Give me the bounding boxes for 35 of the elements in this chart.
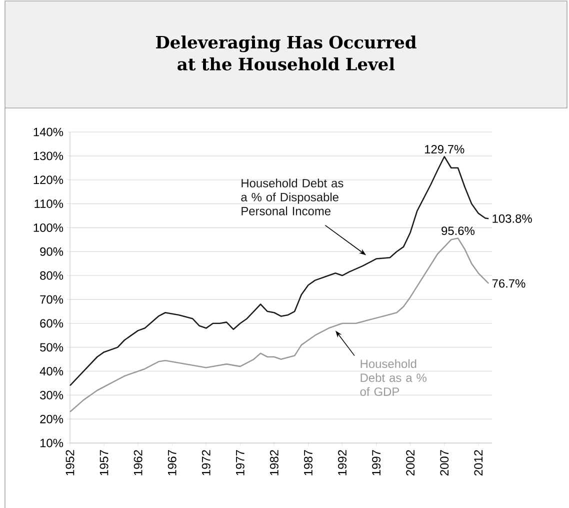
annotation: 103.8% bbox=[492, 214, 532, 223]
x-tick-label: 2002 bbox=[406, 450, 415, 476]
y-tick-label: 30% bbox=[40, 390, 64, 400]
y-tick-label: 140% bbox=[34, 128, 64, 136]
y-tick-label: 100% bbox=[34, 223, 64, 232]
x-tick-label: 1952 bbox=[66, 450, 74, 476]
x-tick-label: 1957 bbox=[100, 450, 108, 476]
x-tick-label: 1987 bbox=[304, 450, 312, 476]
y-tick-label: 90% bbox=[40, 247, 64, 256]
y-tick-label: 10% bbox=[40, 438, 64, 448]
line-series bbox=[69, 156, 490, 386]
text: Household Debt as a % of GDP bbox=[360, 359, 426, 396]
text: Household Debt as a % of Disposable Personal Income bbox=[241, 178, 344, 216]
y-tick-label: 130% bbox=[34, 152, 64, 160]
chart-title: Deleveraging Has Occurred at the Household Level bbox=[156, 35, 416, 70]
y-tick-label: 120% bbox=[34, 176, 64, 184]
x-tick-label: 1967 bbox=[168, 450, 176, 476]
x-tick-label: 1992 bbox=[338, 450, 346, 476]
x-tick-label: 1982 bbox=[270, 450, 278, 476]
y-tick-label: 80% bbox=[40, 271, 64, 280]
annotation: 95.6% bbox=[442, 226, 474, 236]
x-tick-label: 2012 bbox=[474, 450, 483, 476]
y-tick-label: 50% bbox=[40, 343, 64, 352]
annotation: 76.7% bbox=[492, 279, 526, 288]
x-tick-label: 1997 bbox=[372, 450, 381, 476]
x-tick-label: 2007 bbox=[440, 450, 449, 476]
x-tick-label: 1962 bbox=[134, 450, 142, 476]
y-tick-label: 20% bbox=[40, 414, 64, 424]
x-tick-label: 1977 bbox=[236, 450, 244, 476]
y-tick-label: 40% bbox=[40, 367, 64, 376]
y-tick-label: 60% bbox=[40, 319, 64, 328]
y-tick-label: 70% bbox=[40, 295, 64, 304]
x-tick-label: 1972 bbox=[202, 450, 210, 476]
annotation: 129.7% bbox=[424, 144, 464, 154]
y-tick-label: 110% bbox=[34, 200, 64, 208]
